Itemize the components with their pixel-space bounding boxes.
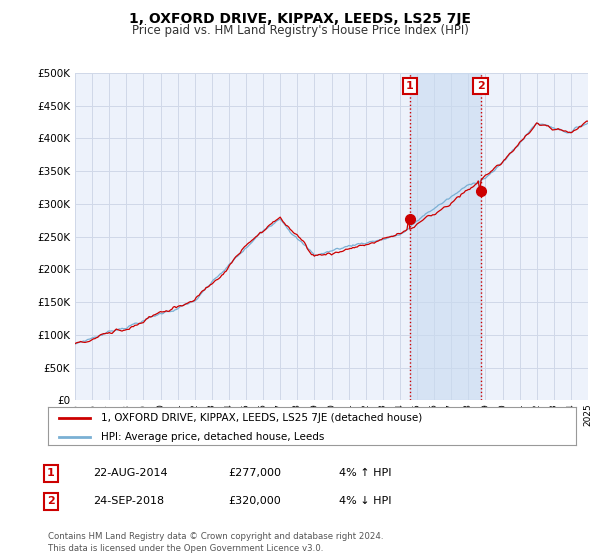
Text: 4% ↑ HPI: 4% ↑ HPI	[339, 468, 391, 478]
Text: 1, OXFORD DRIVE, KIPPAX, LEEDS, LS25 7JE: 1, OXFORD DRIVE, KIPPAX, LEEDS, LS25 7JE	[129, 12, 471, 26]
Text: Price paid vs. HM Land Registry's House Price Index (HPI): Price paid vs. HM Land Registry's House …	[131, 24, 469, 36]
Text: £277,000: £277,000	[228, 468, 281, 478]
Text: 1, OXFORD DRIVE, KIPPAX, LEEDS, LS25 7JE (detached house): 1, OXFORD DRIVE, KIPPAX, LEEDS, LS25 7JE…	[101, 413, 422, 423]
Text: Contains HM Land Registry data © Crown copyright and database right 2024.
This d: Contains HM Land Registry data © Crown c…	[48, 533, 383, 553]
Text: 2: 2	[477, 81, 484, 91]
Text: 2: 2	[47, 496, 55, 506]
Text: 1: 1	[406, 81, 413, 91]
Bar	[410, 73, 481, 400]
Text: 24-SEP-2018: 24-SEP-2018	[93, 496, 164, 506]
Text: £320,000: £320,000	[228, 496, 281, 506]
Text: HPI: Average price, detached house, Leeds: HPI: Average price, detached house, Leed…	[101, 432, 324, 442]
Text: 1: 1	[47, 468, 55, 478]
Text: 4% ↓ HPI: 4% ↓ HPI	[339, 496, 391, 506]
Text: 22-AUG-2014: 22-AUG-2014	[93, 468, 167, 478]
